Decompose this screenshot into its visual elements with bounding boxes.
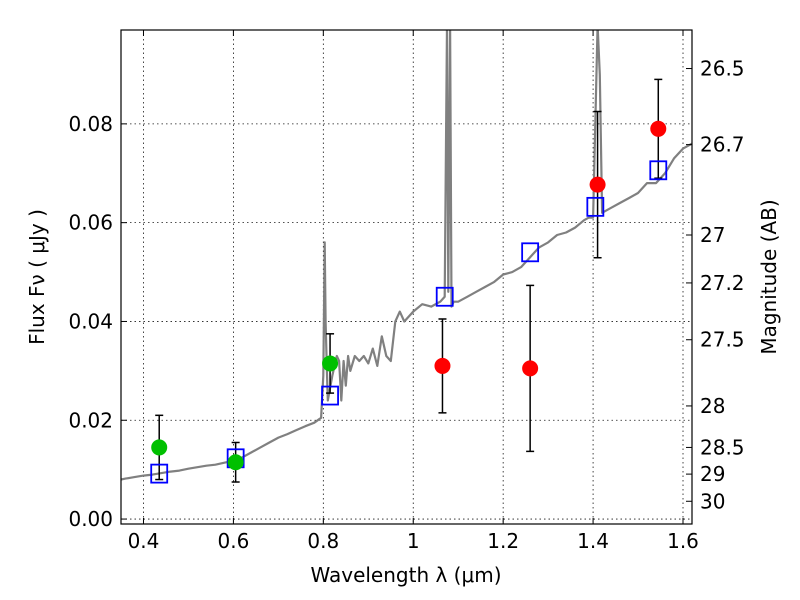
model-box bbox=[150, 463, 169, 484]
mag-tick-label: 30 bbox=[700, 489, 725, 513]
observed-point bbox=[322, 355, 339, 372]
plot-frame bbox=[120, 29, 693, 525]
model-photometry bbox=[150, 160, 668, 484]
x-tick-label: 0.6 bbox=[217, 529, 249, 553]
model-box bbox=[435, 286, 454, 307]
mag-tick-label: 27 bbox=[700, 223, 725, 247]
mag-tick-label: 27.2 bbox=[700, 271, 745, 295]
observed-point bbox=[227, 454, 244, 471]
x-tick-label: 0.8 bbox=[307, 529, 339, 553]
observed-point bbox=[151, 439, 168, 456]
x-axis-label: Wavelength λ (μm) bbox=[310, 563, 501, 587]
observed-photometry bbox=[151, 120, 667, 471]
mag-tick-label: 29 bbox=[700, 462, 725, 486]
y2-axis-label: Magnitude (AB) bbox=[757, 199, 781, 354]
y-tick-label: 0.00 bbox=[68, 507, 113, 531]
x-tick-label: 1 bbox=[407, 529, 420, 553]
error-bars bbox=[155, 78, 663, 483]
mag-tick-label: 26.5 bbox=[700, 57, 745, 81]
observed-point bbox=[434, 357, 451, 374]
x-tick-label: 0.4 bbox=[128, 529, 160, 553]
model-box bbox=[521, 242, 540, 263]
y-tick-label: 0.04 bbox=[68, 309, 113, 333]
x-tick-label: 1.4 bbox=[577, 529, 609, 553]
mag-tick-label: 28.5 bbox=[700, 435, 745, 459]
observed-point bbox=[589, 176, 606, 193]
grid-lines bbox=[121, 30, 692, 524]
axis-ticks: 0.4 0.6 0.8 1 1.2 1.4 1.6 0.00 0.02 0.04 0.06 0.08 2… bbox=[68, 30, 745, 553]
mag-tick-label: 28 bbox=[700, 394, 725, 418]
y-axis-label: Flux Fν ( μJy ) bbox=[25, 209, 49, 345]
y-tick-label: 0.02 bbox=[68, 408, 113, 432]
observed-point bbox=[522, 360, 539, 377]
x-tick-label: 1.2 bbox=[487, 529, 519, 553]
x-tick-label: 1.6 bbox=[667, 529, 699, 553]
mag-tick-label: 27.5 bbox=[700, 328, 745, 352]
y-tick-label: 0.08 bbox=[68, 112, 113, 136]
mag-tick-label: 26.7 bbox=[700, 133, 745, 157]
model-box bbox=[321, 385, 339, 406]
y-tick-label: 0.06 bbox=[68, 211, 113, 235]
model-box bbox=[586, 196, 605, 217]
observed-point bbox=[650, 120, 667, 137]
spectrum-line bbox=[121, 30, 692, 481]
model-spectrum bbox=[121, 30, 692, 481]
model-box bbox=[649, 160, 668, 181]
